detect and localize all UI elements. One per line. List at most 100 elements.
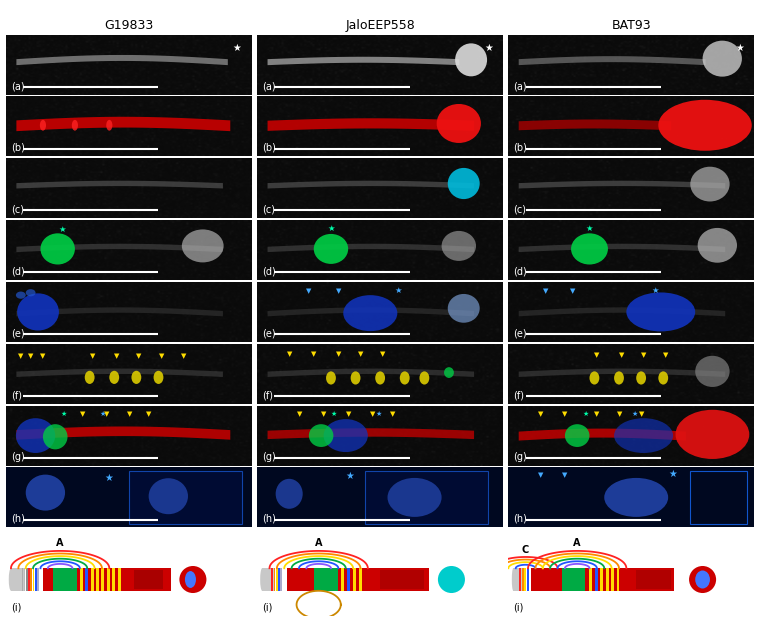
Bar bbox=[611, 568, 614, 591]
Bar bbox=[595, 568, 598, 591]
Text: (c): (c) bbox=[513, 205, 526, 215]
Text: (i): (i) bbox=[262, 602, 273, 612]
Bar bbox=[278, 568, 280, 591]
Text: ★: ★ bbox=[331, 412, 337, 417]
Text: ▼: ▼ bbox=[336, 288, 341, 294]
Text: ▼: ▼ bbox=[28, 353, 33, 359]
Bar bbox=[26, 568, 28, 591]
Bar bbox=[380, 571, 424, 589]
Ellipse shape bbox=[309, 424, 334, 447]
Text: ▼: ▼ bbox=[146, 412, 152, 417]
Bar bbox=[600, 568, 603, 591]
Ellipse shape bbox=[442, 231, 476, 261]
Bar bbox=[276, 568, 277, 591]
Text: (f): (f) bbox=[11, 390, 22, 400]
Ellipse shape bbox=[659, 371, 668, 384]
Ellipse shape bbox=[85, 371, 95, 384]
Ellipse shape bbox=[109, 371, 119, 384]
Ellipse shape bbox=[343, 295, 397, 331]
Bar bbox=[562, 568, 584, 591]
Bar bbox=[527, 568, 529, 591]
Text: (h): (h) bbox=[11, 514, 25, 524]
Text: ▼: ▼ bbox=[312, 351, 317, 357]
Bar bbox=[525, 568, 526, 591]
Ellipse shape bbox=[149, 478, 188, 514]
Ellipse shape bbox=[675, 410, 750, 459]
Ellipse shape bbox=[40, 233, 75, 264]
Text: (h): (h) bbox=[262, 514, 276, 524]
Bar bbox=[347, 568, 350, 591]
Bar bbox=[691, 471, 747, 524]
Text: ★: ★ bbox=[735, 43, 744, 53]
Text: BAT93: BAT93 bbox=[612, 19, 651, 33]
Text: ★: ★ bbox=[233, 43, 242, 53]
Bar bbox=[314, 568, 338, 591]
Bar bbox=[96, 568, 99, 591]
Bar bbox=[43, 568, 171, 591]
Ellipse shape bbox=[16, 418, 55, 453]
Ellipse shape bbox=[689, 566, 716, 593]
Ellipse shape bbox=[314, 234, 348, 264]
Text: ★: ★ bbox=[105, 473, 113, 483]
Text: (g): (g) bbox=[513, 452, 527, 462]
Text: (i): (i) bbox=[513, 602, 524, 612]
Text: ★: ★ bbox=[651, 286, 659, 295]
Ellipse shape bbox=[40, 120, 46, 131]
Bar bbox=[522, 568, 524, 591]
Bar bbox=[519, 568, 522, 591]
Ellipse shape bbox=[276, 479, 302, 509]
Ellipse shape bbox=[43, 424, 67, 449]
Ellipse shape bbox=[697, 228, 737, 262]
Bar bbox=[11, 568, 24, 591]
Text: ★: ★ bbox=[60, 412, 67, 417]
Text: (i): (i) bbox=[11, 602, 21, 612]
Ellipse shape bbox=[695, 571, 710, 589]
Text: (a): (a) bbox=[513, 81, 527, 91]
Text: (g): (g) bbox=[262, 452, 276, 462]
Text: ▼: ▼ bbox=[562, 412, 568, 417]
Text: C: C bbox=[522, 545, 529, 555]
Text: ▼: ▼ bbox=[180, 353, 186, 359]
Ellipse shape bbox=[106, 120, 112, 131]
Text: ▼: ▼ bbox=[380, 351, 386, 357]
Bar bbox=[21, 568, 23, 591]
Text: ▼: ▼ bbox=[570, 288, 575, 294]
Text: JaloEEP558: JaloEEP558 bbox=[345, 19, 415, 33]
Text: ▼: ▼ bbox=[619, 352, 625, 358]
Text: G19833: G19833 bbox=[105, 19, 154, 33]
Text: ▼: ▼ bbox=[321, 412, 327, 417]
Text: ▼: ▼ bbox=[641, 352, 647, 358]
Bar bbox=[28, 568, 30, 591]
Text: ▼: ▼ bbox=[594, 412, 600, 417]
Bar bbox=[134, 571, 164, 589]
Bar bbox=[590, 568, 593, 591]
Ellipse shape bbox=[636, 371, 646, 384]
Ellipse shape bbox=[326, 371, 336, 384]
Bar bbox=[287, 568, 429, 591]
Text: (b): (b) bbox=[513, 143, 527, 153]
Bar bbox=[33, 568, 34, 591]
Bar bbox=[271, 568, 273, 591]
Bar bbox=[341, 568, 343, 591]
Text: ★: ★ bbox=[668, 469, 677, 479]
Ellipse shape bbox=[26, 289, 36, 297]
Bar bbox=[553, 568, 573, 591]
Text: ▼: ▼ bbox=[346, 412, 351, 417]
Bar bbox=[53, 568, 77, 591]
Bar bbox=[91, 568, 93, 591]
Bar bbox=[262, 568, 274, 591]
Bar bbox=[274, 568, 275, 591]
Text: ★: ★ bbox=[59, 225, 67, 234]
Text: ▼: ▼ bbox=[296, 412, 302, 417]
Text: (d): (d) bbox=[513, 267, 527, 277]
Text: ▼: ▼ bbox=[40, 353, 45, 359]
Text: ★: ★ bbox=[375, 412, 381, 417]
Ellipse shape bbox=[72, 120, 78, 131]
Ellipse shape bbox=[512, 568, 515, 591]
Bar bbox=[129, 471, 242, 524]
Text: ▼: ▼ bbox=[114, 353, 120, 359]
Text: ▼: ▼ bbox=[158, 353, 164, 359]
Text: A: A bbox=[315, 539, 322, 548]
Ellipse shape bbox=[590, 371, 600, 384]
Text: ★: ★ bbox=[395, 286, 402, 295]
